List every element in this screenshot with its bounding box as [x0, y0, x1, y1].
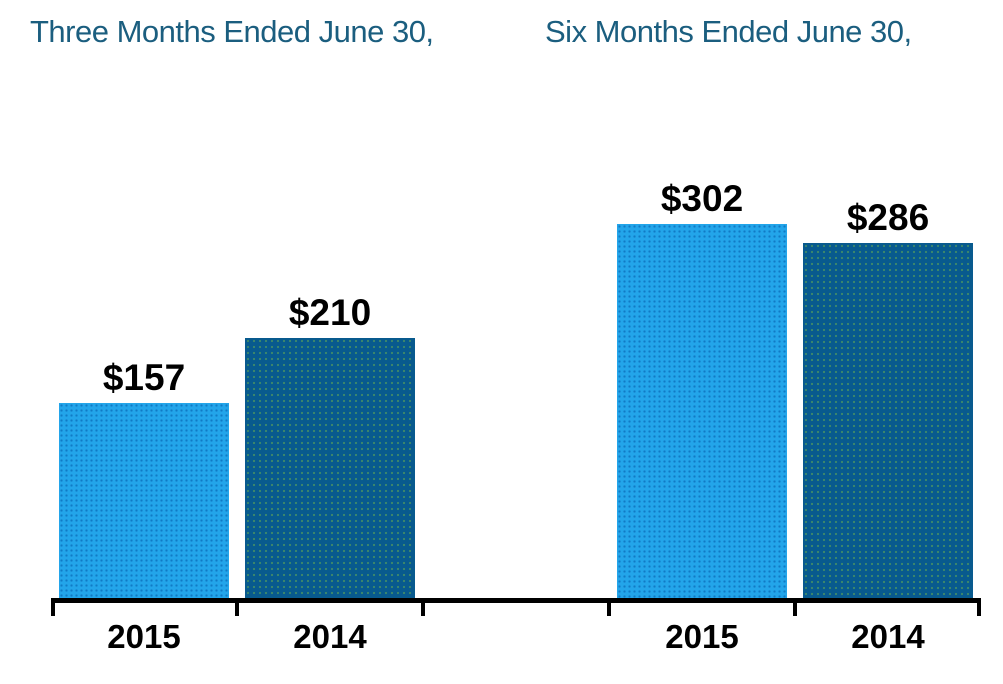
- x-axis-category-label: 2015: [107, 618, 181, 655]
- x-axis-category-label: 2014: [293, 618, 367, 655]
- x-axis-category-label: 2014: [851, 618, 925, 655]
- bar-2015-group1: [59, 403, 229, 598]
- x-axis-tick: [607, 598, 611, 616]
- x-axis-line: [51, 598, 981, 603]
- x-axis-category-label: 2015: [665, 618, 739, 655]
- group-title-six-months: Six Months Ended June 30,: [545, 14, 912, 49]
- data-label: $157: [102, 357, 186, 398]
- data-label: $286: [846, 197, 930, 238]
- bar-2014-group1: [245, 338, 415, 598]
- group-title-three-months: Three Months Ended June 30,: [30, 14, 434, 49]
- x-axis-tick: [793, 598, 797, 616]
- x-axis-tick: [977, 598, 981, 616]
- data-label: $210: [288, 292, 372, 333]
- data-label: $302: [660, 178, 744, 219]
- x-axis-tick: [235, 598, 239, 616]
- x-axis-tick: [51, 598, 55, 616]
- bar-2014-group2: [803, 243, 973, 598]
- x-axis-tick: [421, 598, 425, 616]
- bar-2015-group2: [617, 224, 787, 598]
